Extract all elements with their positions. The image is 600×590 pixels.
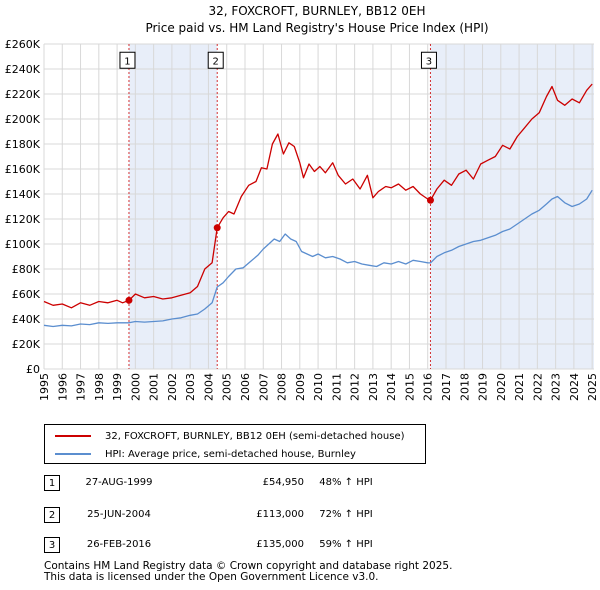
sale-point bbox=[213, 224, 221, 232]
transaction-price: £113,000 bbox=[256, 509, 304, 520]
sale-points bbox=[125, 196, 434, 304]
transaction-date: 25-JUN-2004 bbox=[87, 509, 151, 520]
transaction-labels: 1 2 3 bbox=[119, 51, 437, 69]
x-tick-label: 2013 bbox=[367, 373, 380, 401]
legend: 32, FOXCROFT, BURNLEY, BB12 0EH (semi-de… bbox=[44, 424, 426, 464]
legend-property-label: 32, FOXCROFT, BURNLEY, BB12 0EH (semi-de… bbox=[105, 430, 405, 442]
legend-hpi-line-icon bbox=[55, 453, 91, 455]
x-tick-label: 2022 bbox=[531, 373, 544, 401]
x-tick-label: 2018 bbox=[458, 373, 471, 401]
x-tick-label: 2021 bbox=[513, 373, 526, 401]
property-price-line bbox=[43, 83, 593, 309]
x-tick-label: 2008 bbox=[276, 373, 289, 401]
chart-title: 32, FOXCROFT, BURNLEY, BB12 0EH bbox=[209, 4, 426, 18]
transaction-hpi-change: 48% ↑ HPI bbox=[319, 477, 373, 488]
y-tick-label: £120K bbox=[5, 213, 41, 226]
transaction-date: 26-FEB-2016 bbox=[86, 539, 152, 550]
x-tick-label: 2003 bbox=[184, 373, 197, 401]
sale-point bbox=[426, 196, 434, 204]
x-tick-label: 1998 bbox=[93, 373, 106, 401]
x-tick-label: 2019 bbox=[477, 373, 490, 401]
series-lines bbox=[43, 83, 593, 328]
x-tick-label: 2025 bbox=[586, 373, 599, 401]
footer-line-licence: This data is licensed under the Open Gov… bbox=[44, 571, 379, 583]
x-tick-label: 2020 bbox=[495, 373, 508, 401]
y-tick-label: £240K bbox=[5, 63, 41, 76]
ownership-period-shade bbox=[430, 44, 594, 369]
x-tick-label: 1999 bbox=[111, 373, 124, 401]
x-tick-label: 2014 bbox=[385, 373, 398, 401]
transaction-label-box bbox=[119, 51, 136, 69]
transaction-hpi-change: 59% ↑ HPI bbox=[319, 539, 373, 550]
legend-hpi-label: HPI: Average price, semi-detached house,… bbox=[105, 448, 356, 460]
grid bbox=[43, 43, 594, 370]
legend-item-property: 32, FOXCROFT, BURNLEY, BB12 0EH (semi-de… bbox=[55, 427, 405, 445]
x-tick-label: 2004 bbox=[202, 373, 215, 401]
transaction-row: 2 25-JUN-2004 £113,000 72% ↑ HPI bbox=[44, 507, 464, 525]
legend-property-line-icon bbox=[55, 435, 91, 437]
transaction-badge: 2 bbox=[44, 507, 60, 523]
legend-item-hpi: HPI: Average price, semi-detached house,… bbox=[55, 445, 356, 463]
x-tick-label: 2024 bbox=[568, 373, 581, 401]
transaction-badge: 1 bbox=[44, 475, 60, 491]
x-tick-label: 2011 bbox=[330, 373, 343, 401]
y-tick-label: £80K bbox=[12, 263, 41, 276]
hpi-line bbox=[43, 189, 593, 328]
x-axis-ticks: 1995 1996 1997 1998 1999 2000 2001 2002 2003 2004… bbox=[38, 373, 599, 401]
transaction-row: 3 26-FEB-2016 £135,000 59% ↑ HPI bbox=[44, 537, 464, 555]
x-tick-label: 2010 bbox=[312, 373, 325, 401]
price-chart: 32, FOXCROFT, BURNLEY, BB12 0EH Price pa… bbox=[5, 4, 599, 401]
y-axis-ticks: £0 £20K £40K £60K £80K £100K £120K £140K £160K £1… bbox=[5, 38, 41, 376]
y-tick-label: £260K bbox=[5, 38, 41, 51]
x-tick-label: 2016 bbox=[422, 373, 435, 401]
transaction-label: 1 bbox=[124, 56, 130, 67]
sale-period-shading bbox=[44, 44, 594, 369]
transaction-price: £135,000 bbox=[256, 539, 304, 550]
transaction-label-box bbox=[420, 51, 437, 69]
sale-point bbox=[125, 296, 133, 304]
transaction-row: 1 27-AUG-1999 £54,950 48% ↑ HPI bbox=[44, 475, 464, 493]
transaction-hpi-change: 72% ↑ HPI bbox=[319, 509, 373, 520]
y-tick-label: £140K bbox=[5, 188, 41, 201]
x-tick-label: 1997 bbox=[75, 373, 88, 401]
transaction-label-box bbox=[207, 51, 224, 69]
x-tick-label: 2012 bbox=[349, 373, 362, 401]
x-tick-label: 2001 bbox=[148, 373, 161, 401]
y-tick-label: £100K bbox=[5, 238, 41, 251]
x-tick-label: 2006 bbox=[239, 373, 252, 401]
y-tick-label: £60K bbox=[12, 288, 41, 301]
x-tick-label: 2009 bbox=[294, 373, 307, 401]
y-tick-label: £200K bbox=[5, 113, 41, 126]
x-tick-label: 1996 bbox=[56, 373, 69, 401]
x-tick-label: 2000 bbox=[129, 373, 142, 401]
y-tick-label: £220K bbox=[5, 88, 41, 101]
transaction-label: 3 bbox=[426, 56, 432, 67]
y-tick-label: £0 bbox=[26, 363, 40, 376]
chart-subtitle: Price paid vs. HM Land Registry's House … bbox=[145, 21, 488, 35]
x-tick-label: 1995 bbox=[38, 373, 51, 401]
transaction-label: 2 bbox=[213, 56, 219, 67]
footer-line-copyright: Contains HM Land Registry data © Crown c… bbox=[44, 560, 453, 572]
y-tick-label: £180K bbox=[5, 138, 41, 151]
y-tick-label: £40K bbox=[12, 313, 41, 326]
y-tick-label: £160K bbox=[5, 163, 41, 176]
transaction-date: 27-AUG-1999 bbox=[85, 477, 153, 488]
x-tick-label: 2002 bbox=[166, 373, 179, 401]
transaction-price: £54,950 bbox=[262, 477, 304, 488]
x-tick-label: 2015 bbox=[403, 373, 416, 401]
transaction-badge: 3 bbox=[44, 537, 60, 553]
footer-attribution: Contains HM Land Registry data © Crown c… bbox=[44, 561, 452, 583]
ownership-period-shade bbox=[128, 44, 218, 369]
x-tick-label: 2017 bbox=[440, 373, 453, 401]
y-tick-label: £20K bbox=[12, 338, 41, 351]
x-tick-label: 2007 bbox=[257, 373, 270, 401]
x-tick-label: 2023 bbox=[550, 373, 563, 401]
x-tick-label: 2005 bbox=[221, 373, 234, 401]
